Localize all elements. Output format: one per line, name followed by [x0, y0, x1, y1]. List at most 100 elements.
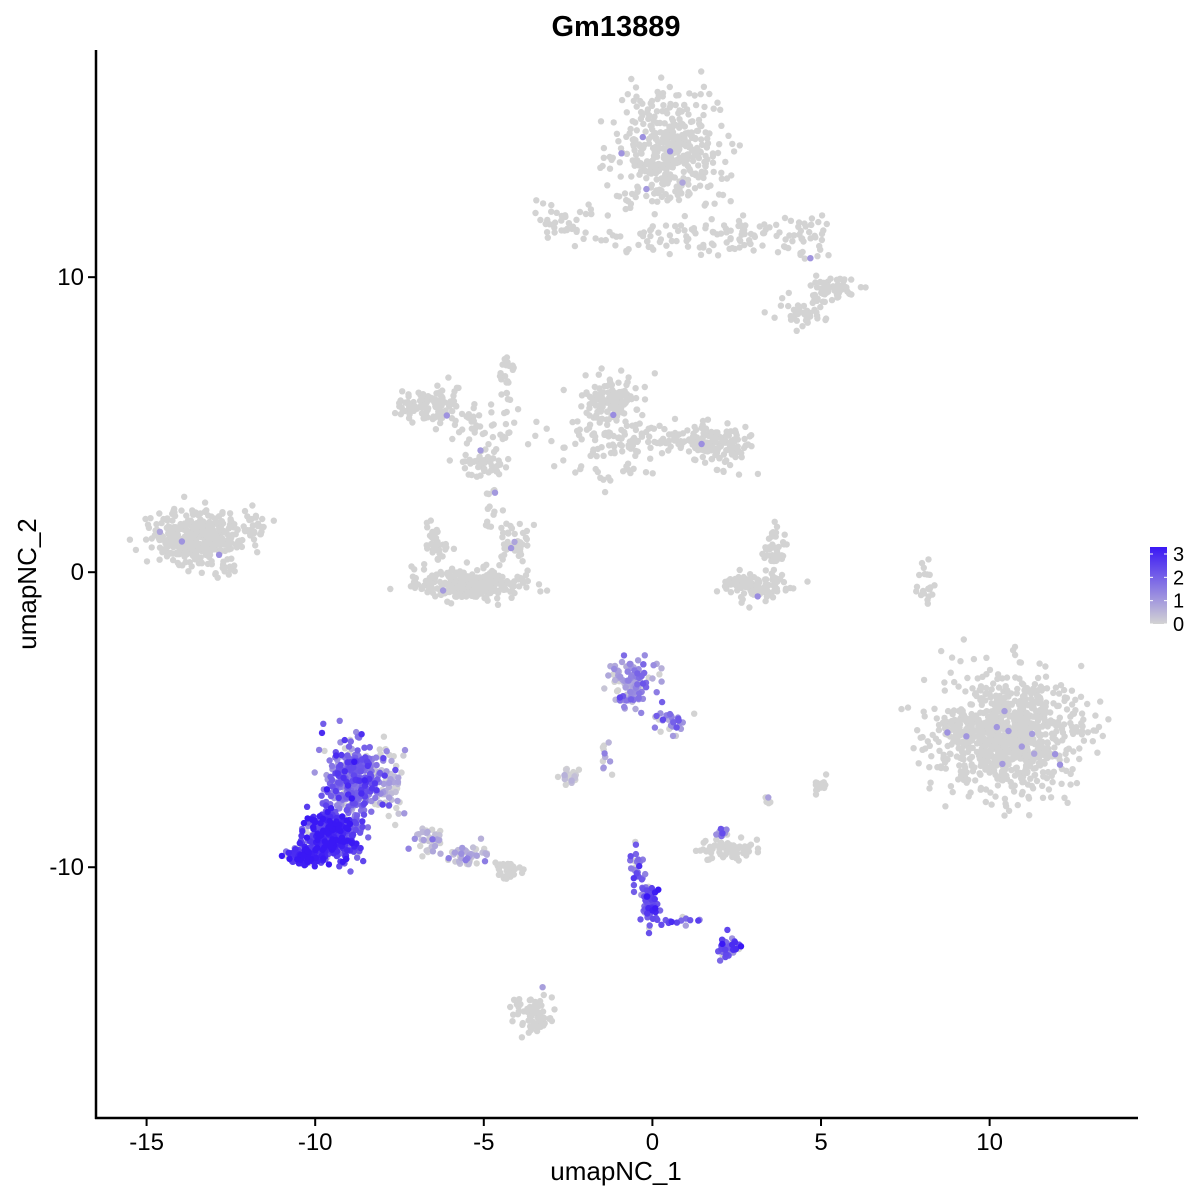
cell-point: [730, 148, 738, 155]
cell-point: [507, 544, 515, 552]
cell-point: [514, 406, 522, 413]
cell-point: [1043, 775, 1051, 782]
cell-point: [740, 590, 748, 597]
cell-point: [994, 775, 1001, 782]
cell-point: [988, 686, 995, 693]
cell-point: [493, 468, 500, 475]
cell-point: [354, 854, 361, 861]
cell-point: [1080, 737, 1088, 744]
cell-point: [406, 411, 413, 418]
cell-point: [1010, 788, 1018, 795]
cell-point: [304, 848, 312, 855]
cell-point: [1018, 743, 1025, 750]
cell-point: [600, 144, 608, 152]
cell-point: [683, 157, 691, 164]
cell-point: [524, 441, 532, 448]
cell-point: [713, 447, 721, 454]
cell-point: [645, 929, 653, 937]
cell-point: [532, 209, 539, 217]
cell-point: [324, 808, 331, 816]
cell-point: [632, 426, 640, 434]
cell-point: [662, 159, 670, 166]
cell-point: [695, 162, 702, 169]
cell-point: [779, 295, 786, 302]
cell-point: [1007, 700, 1015, 708]
cell-point: [998, 712, 1006, 719]
cell-point: [1053, 722, 1060, 730]
cell-point: [1036, 694, 1044, 701]
cell-point: [707, 849, 715, 856]
cell-point: [165, 523, 172, 530]
cell-point: [750, 247, 757, 254]
cell-point: [822, 771, 830, 778]
cell-point: [484, 505, 491, 512]
cell-point: [730, 846, 737, 853]
x-tick-label: -10: [298, 1129, 333, 1156]
cell-point: [700, 839, 707, 846]
cell-point: [1018, 680, 1026, 687]
cell-point: [212, 571, 219, 578]
cell-point: [591, 436, 599, 444]
cell-point: [759, 242, 766, 249]
cell-point: [1016, 675, 1023, 682]
cell-point: [663, 107, 670, 115]
cell-point: [1045, 786, 1053, 793]
cell-point: [539, 200, 547, 207]
cell-point: [1041, 711, 1048, 718]
cell-point: [964, 674, 971, 682]
cell-point: [649, 915, 657, 922]
cell-point: [429, 836, 436, 843]
cell-point: [511, 538, 518, 546]
cell-point: [499, 529, 507, 537]
cell-point: [598, 365, 605, 372]
cell-point: [1089, 738, 1097, 745]
cell-point: [1076, 755, 1083, 763]
cell-point: [1027, 775, 1034, 782]
cell-point: [946, 750, 954, 757]
cell-point: [586, 405, 593, 412]
cell-point: [659, 716, 667, 723]
cell-point: [685, 181, 692, 188]
cell-point: [304, 815, 311, 822]
cell-point: [765, 535, 773, 542]
cell-point: [527, 1024, 535, 1032]
cell-point: [1048, 730, 1056, 737]
cell-point: [671, 415, 679, 423]
cell-point: [685, 448, 693, 455]
cell-point: [626, 660, 633, 668]
cell-point: [764, 552, 772, 559]
cell-point: [471, 458, 478, 465]
cell-point: [972, 777, 979, 784]
cell-point: [174, 559, 181, 567]
cell-point: [523, 584, 530, 591]
cell-point: [520, 1008, 527, 1015]
cell-point: [359, 823, 366, 831]
cell-point: [1005, 727, 1012, 735]
cell-point: [979, 695, 986, 702]
cell-point: [804, 578, 811, 585]
cell-point: [481, 465, 488, 473]
cell-point: [639, 680, 647, 687]
scatter-points: [126, 68, 1112, 1041]
cell-point: [639, 133, 646, 141]
cell-point: [446, 457, 453, 464]
cell-point: [857, 284, 865, 291]
cell-point: [578, 463, 585, 470]
cell-point: [646, 922, 653, 929]
cell-point: [801, 255, 808, 262]
cell-point: [1000, 732, 1007, 739]
cell-point: [648, 244, 655, 251]
cell-point: [916, 571, 923, 579]
cell-point: [648, 198, 656, 205]
cell-point: [572, 440, 579, 447]
cell-point: [270, 517, 277, 524]
cell-point: [729, 941, 736, 948]
cell-point: [182, 558, 189, 566]
cell-point: [1092, 712, 1099, 719]
cell-point: [511, 419, 518, 426]
cell-point: [651, 895, 658, 903]
cell-point: [982, 690, 989, 698]
cell-point: [679, 179, 686, 186]
cell-point: [639, 411, 646, 419]
cell-point: [782, 236, 789, 243]
